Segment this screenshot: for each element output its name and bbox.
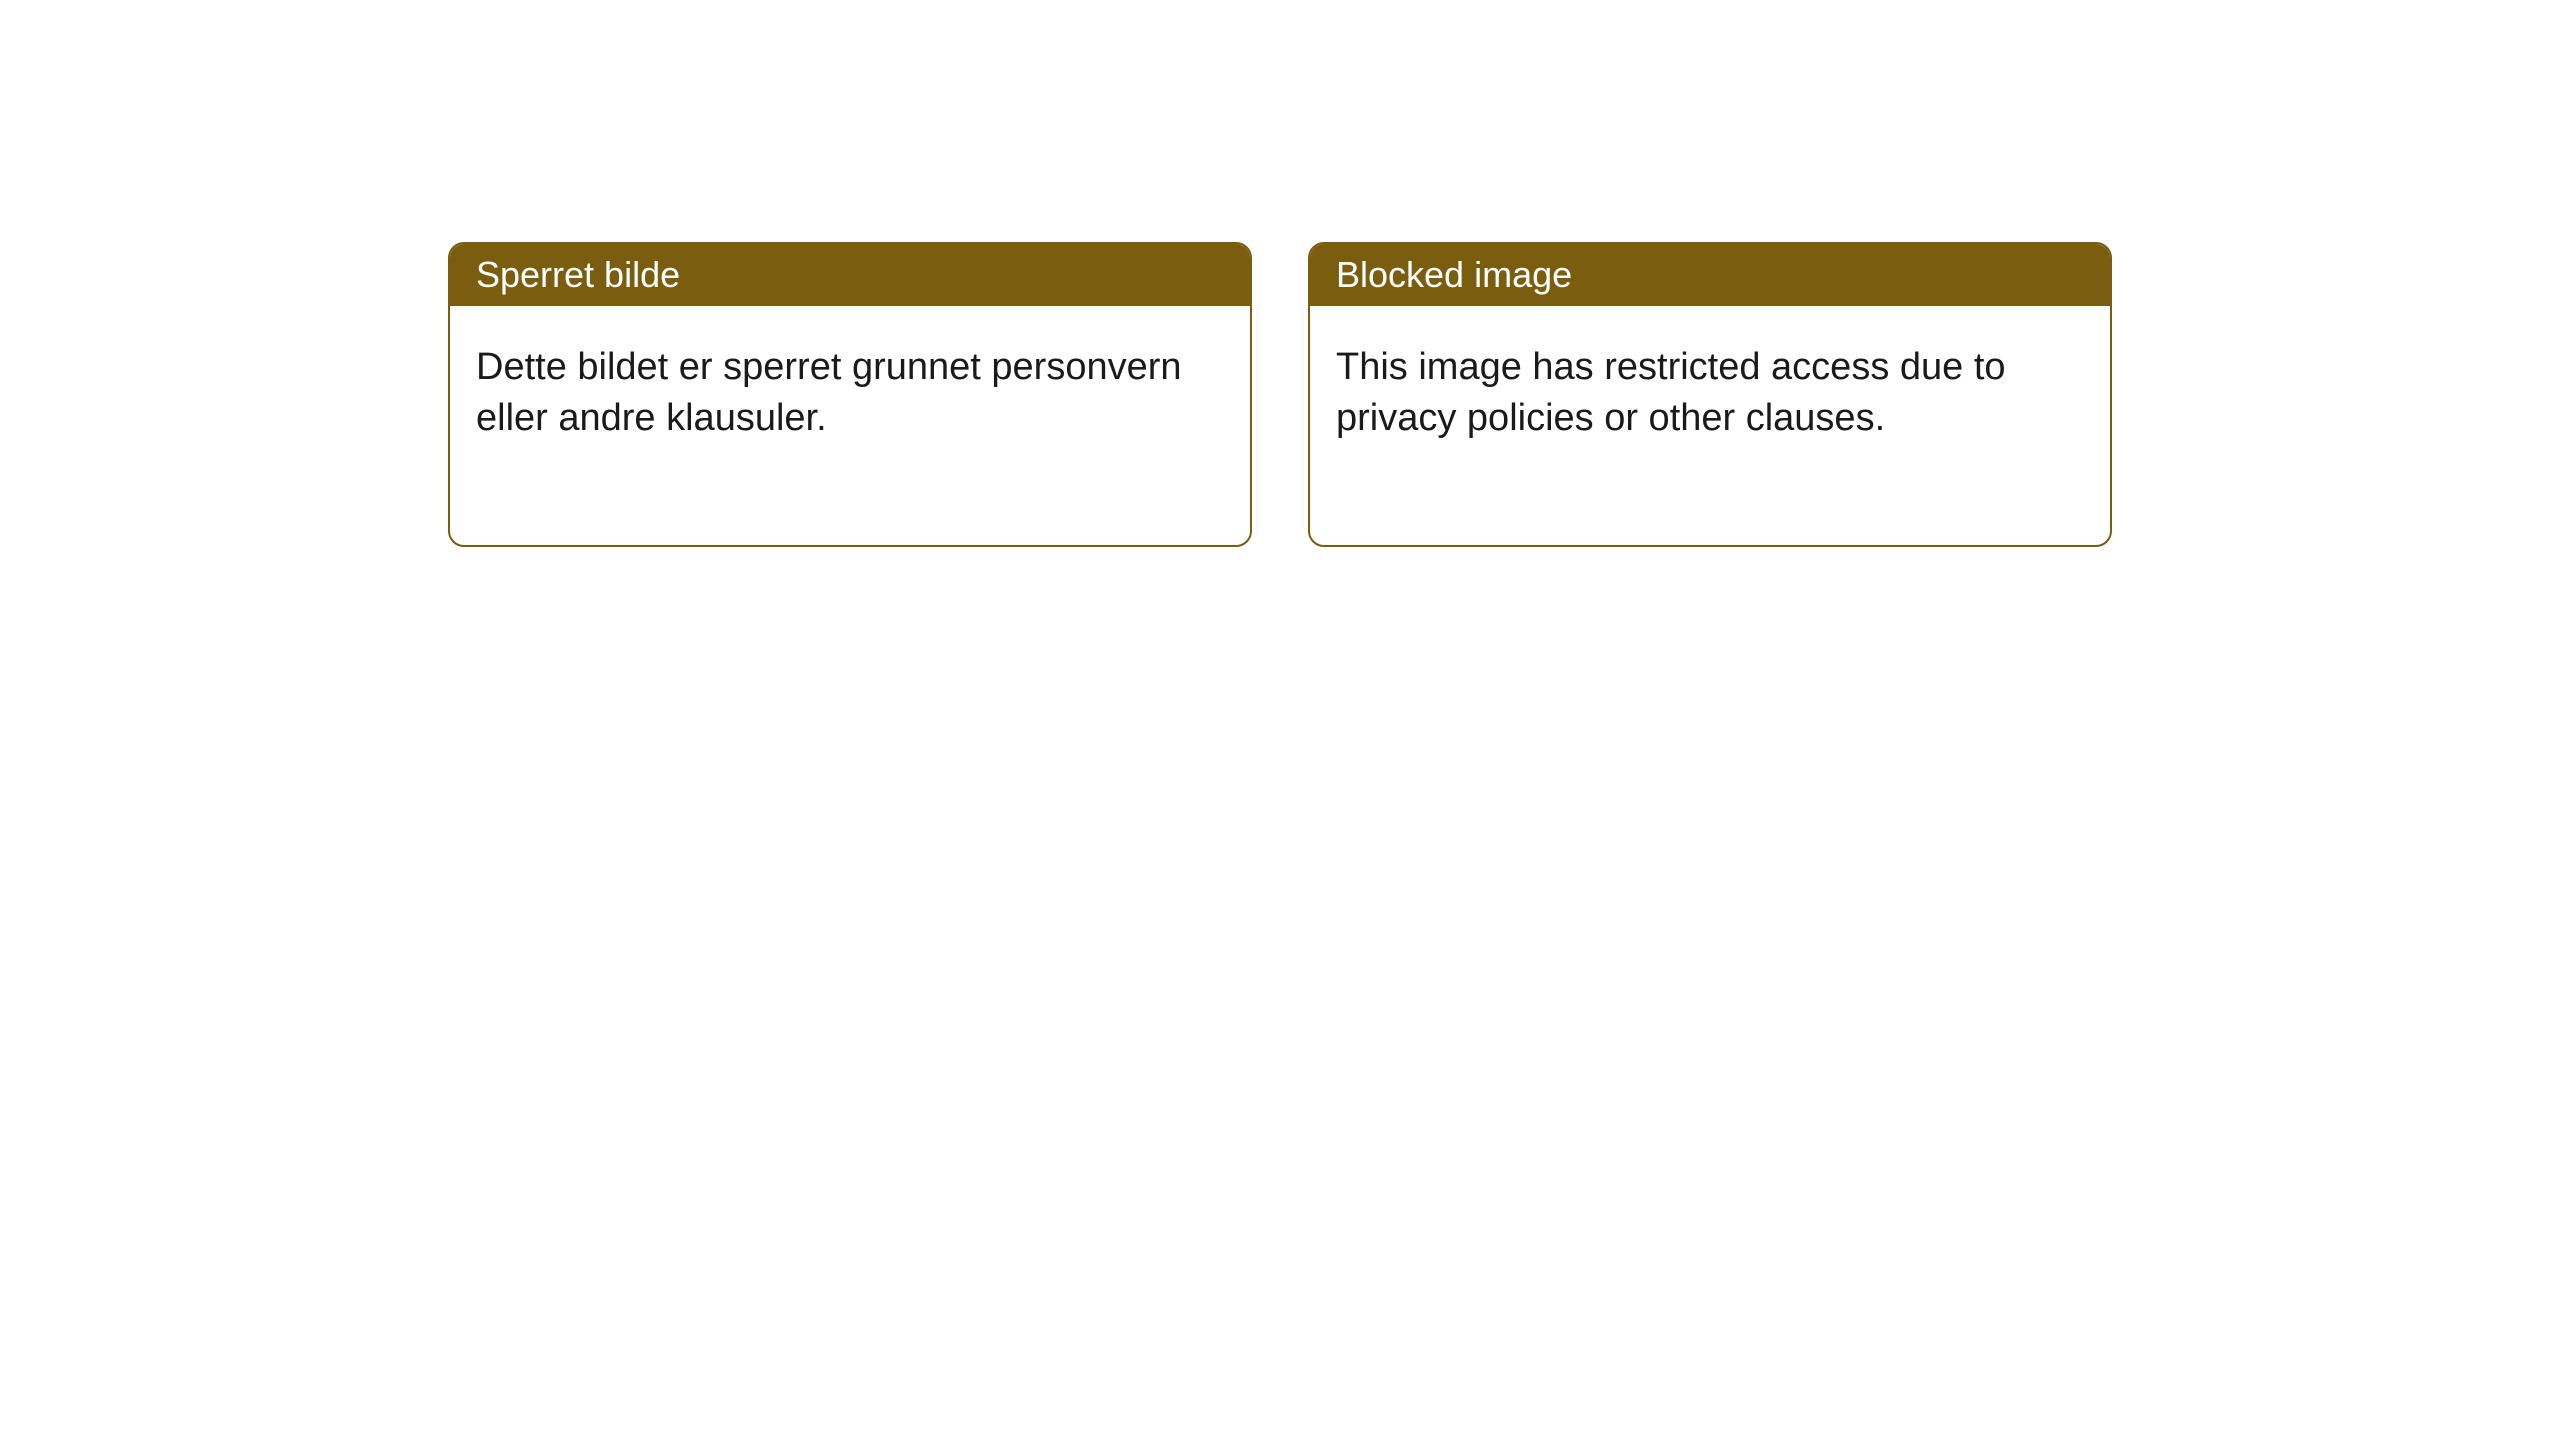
notice-card-norwegian: Sperret bilde Dette bildet er sperret gr… bbox=[448, 242, 1252, 547]
notice-message: Dette bildet er sperret grunnet personve… bbox=[450, 306, 1250, 545]
notice-message: This image has restricted access due to … bbox=[1310, 306, 2110, 545]
notice-title: Blocked image bbox=[1310, 244, 2110, 306]
notice-title: Sperret bilde bbox=[450, 244, 1250, 306]
notice-container: Sperret bilde Dette bildet er sperret gr… bbox=[0, 0, 2560, 547]
notice-card-english: Blocked image This image has restricted … bbox=[1308, 242, 2112, 547]
